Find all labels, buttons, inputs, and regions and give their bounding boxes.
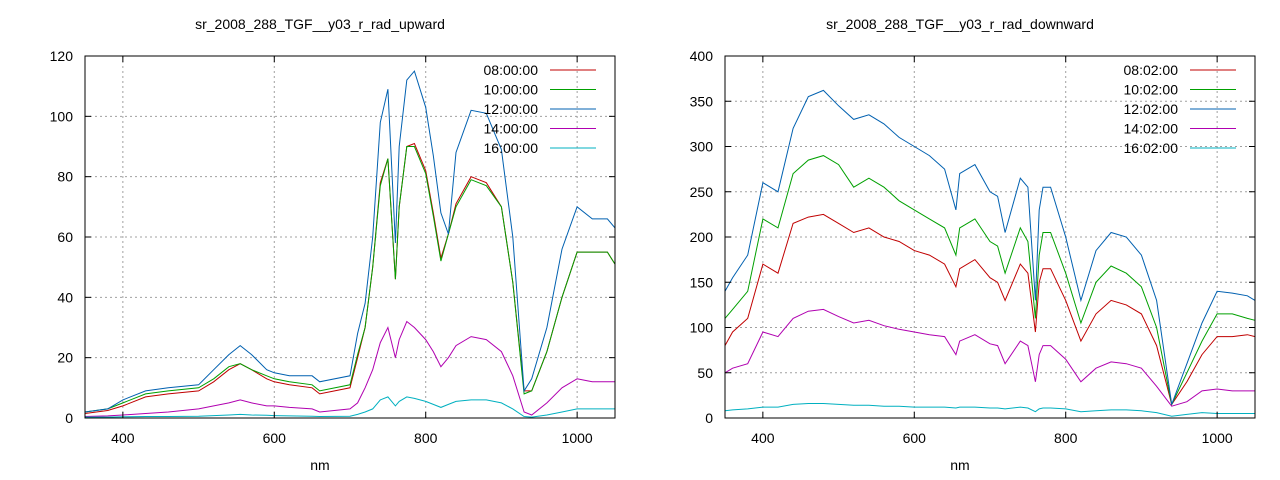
- x-tick-label: 600: [903, 430, 927, 446]
- x-tick-label: 1000: [1202, 430, 1233, 446]
- y-tick-label: 350: [690, 93, 714, 109]
- legend-label-0: 08:00:00: [484, 62, 539, 78]
- y-tick-label: 300: [690, 139, 714, 155]
- chart-title: sr_2008_288_TGF__y03_r_rad_downward: [826, 16, 1094, 32]
- legend-label-1: 10:02:00: [1124, 82, 1179, 98]
- legend-label-4: 16:00:00: [484, 140, 539, 156]
- series-line-2: [724, 89, 1256, 405]
- chart-upward: 400 600 800 1000 0 20 40 60 80 100 120 08:00:00 10:0…: [50, 16, 616, 473]
- legend-label-0: 08:02:00: [1124, 62, 1179, 78]
- series-line-1: [84, 146, 616, 413]
- y-tick-label: 40: [57, 289, 73, 305]
- legend-label-4: 16:02:00: [1124, 140, 1179, 156]
- y-tick-label: 100: [690, 320, 714, 336]
- y-tick-label: 20: [57, 350, 73, 366]
- legend-label-3: 14:00:00: [484, 121, 539, 137]
- series-line-0: [724, 213, 1256, 406]
- series-line-4: [85, 396, 615, 418]
- legend-label-1: 10:00:00: [484, 82, 539, 98]
- x-tick-label: 400: [751, 430, 775, 446]
- x-axis-label: nm: [310, 457, 330, 473]
- series-line-4: [724, 403, 1255, 417]
- x-axis-label: nm: [950, 457, 970, 473]
- series-line-2: [84, 70, 616, 413]
- series-line-1: [724, 155, 1256, 406]
- series-line-3: [724, 308, 1255, 407]
- y-tick-label: 120: [50, 48, 74, 64]
- y-tick-label: 100: [50, 108, 74, 124]
- y-tick-label: 150: [690, 274, 714, 290]
- legend-label-2: 12:00:00: [484, 101, 539, 117]
- x-tick-label: 400: [111, 430, 135, 446]
- x-tick-label: 1000: [562, 430, 593, 446]
- y-tick-label: 250: [690, 184, 714, 200]
- y-tick-label: 50: [697, 365, 713, 381]
- series-line-3: [84, 320, 615, 417]
- x-tick-label: 800: [1054, 430, 1078, 446]
- y-tick-label: 0: [705, 410, 713, 426]
- legend-label-2: 12:02:00: [1124, 101, 1179, 117]
- y-tick-label: 400: [690, 48, 714, 64]
- chart-upward-svg: 400 600 800 1000 0 20 40 60 80 100 120 08:00:00 10:0…: [50, 48, 616, 446]
- chart-downward: 400 600 800 1000 0 50 100 150 200 250 300 350 400 08:…: [640, 0, 1280, 480]
- y-tick-label: 80: [57, 169, 73, 185]
- y-tick-label: 0: [65, 410, 73, 426]
- y-tick-label: 60: [57, 229, 73, 245]
- legend-label-3: 14:02:00: [1124, 121, 1179, 137]
- x-tick-label: 600: [263, 430, 287, 446]
- x-tick-label: 800: [414, 430, 438, 446]
- chart-downward-svg: 400 600 800 1000 0 50 100 150 200 250 300 350 400 08:…: [690, 48, 1256, 446]
- chart-title: sr_2008_288_TGF__y03_r_rad_upward: [195, 16, 445, 32]
- y-tick-label: 200: [690, 229, 714, 245]
